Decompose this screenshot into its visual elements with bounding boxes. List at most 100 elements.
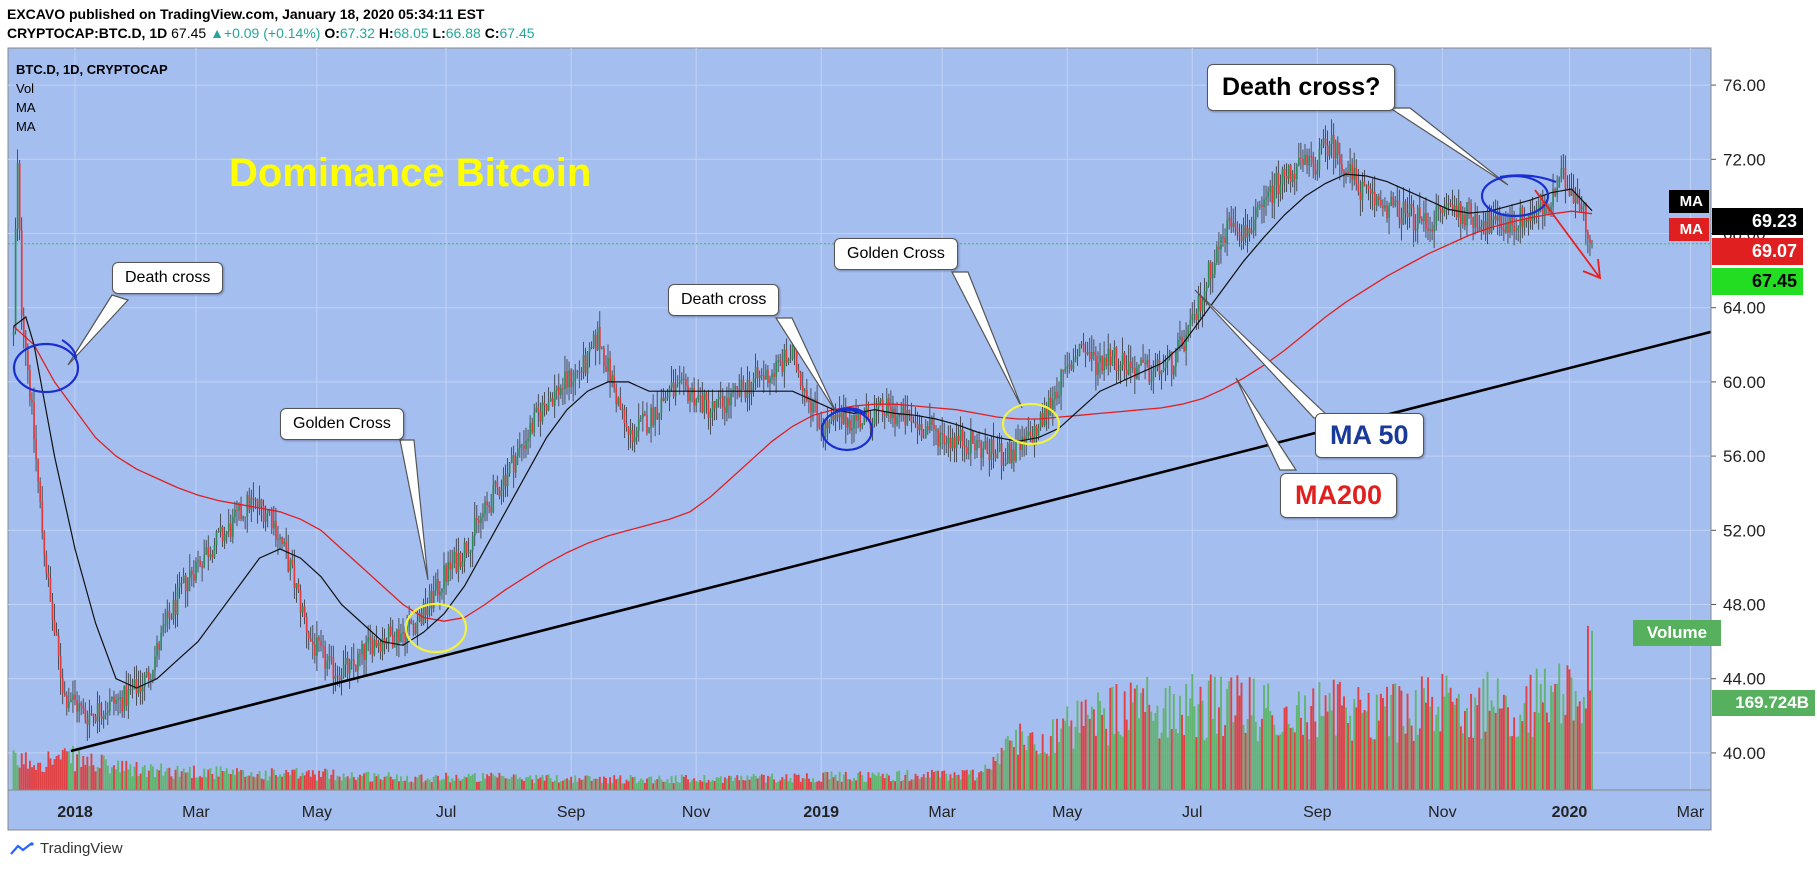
volume-bar xyxy=(594,778,597,790)
candle-body xyxy=(838,412,841,418)
candle-body xyxy=(1425,213,1427,229)
volume-bar xyxy=(828,779,831,790)
candle-body xyxy=(933,424,935,430)
candle-body xyxy=(1175,348,1177,367)
volume-bar xyxy=(943,770,946,790)
volume-bar xyxy=(387,772,390,790)
volume-bar xyxy=(791,782,794,790)
candle-body xyxy=(1060,369,1062,396)
candle-body xyxy=(61,678,64,693)
candle-body xyxy=(1041,413,1044,426)
candle-body xyxy=(810,400,812,413)
candle-body xyxy=(480,517,482,523)
candle-body xyxy=(125,685,128,706)
volume-bar xyxy=(947,780,950,790)
volume-bar xyxy=(352,777,355,790)
candle-body xyxy=(119,697,121,699)
indicator-legend: BTC.D, 1D, CRYPTOCAP Vol MA MA xyxy=(16,60,168,136)
legend-ma-1[interactable]: MA xyxy=(16,100,36,115)
volume-bar xyxy=(1476,705,1479,790)
candle-body xyxy=(213,545,216,558)
candle-body xyxy=(629,429,632,435)
volume-bar xyxy=(141,766,144,790)
volume-bar xyxy=(1363,709,1366,790)
volume-tag: Volume xyxy=(1633,620,1721,646)
volume-bar xyxy=(525,777,527,790)
volume-bar xyxy=(277,776,279,790)
legend-vol[interactable]: Vol xyxy=(16,81,35,96)
volume-bar xyxy=(1390,694,1393,790)
x-tick-label: May xyxy=(1052,804,1082,821)
volume-bar xyxy=(531,779,534,790)
volume-bar xyxy=(453,780,456,790)
volume-bar xyxy=(576,781,579,790)
volume-bar xyxy=(227,773,230,790)
volume-bar xyxy=(754,775,757,790)
candle-body xyxy=(176,587,179,615)
candle-body xyxy=(607,357,609,372)
volume-bar xyxy=(1148,704,1151,790)
candle-body xyxy=(432,590,435,609)
volume-bar xyxy=(1033,744,1036,790)
candle-body xyxy=(295,583,298,588)
candle-body xyxy=(1099,355,1101,363)
candle-body xyxy=(225,531,228,535)
candle-body xyxy=(31,400,33,403)
volume-bar xyxy=(1191,674,1194,790)
volume-bar xyxy=(873,774,876,790)
volume-bar xyxy=(1140,692,1142,790)
candle-body xyxy=(1589,238,1591,244)
candle-body xyxy=(160,632,162,651)
candle-body xyxy=(1168,351,1171,358)
candle-body xyxy=(1173,366,1175,375)
volume-bar xyxy=(1550,685,1552,790)
candle-body xyxy=(80,703,83,706)
volume-bar xyxy=(1505,695,1507,790)
candle-body xyxy=(1109,348,1112,365)
volume-bar xyxy=(627,781,630,790)
volume-bar xyxy=(1427,677,1429,790)
candle-body xyxy=(353,659,355,666)
ma200-price-label: 69.07 xyxy=(1712,238,1803,265)
volume-bar xyxy=(637,781,640,790)
volume-bar xyxy=(301,772,304,790)
candle-body xyxy=(939,432,941,447)
candle-body xyxy=(859,413,862,428)
volume-bar xyxy=(527,776,530,790)
x-tick-label: Mar xyxy=(1677,804,1705,821)
candle-body xyxy=(1191,314,1194,320)
volume-bar xyxy=(797,774,800,790)
legend-ma-2[interactable]: MA xyxy=(16,119,36,134)
volume-bar xyxy=(1322,716,1325,790)
volume-bar xyxy=(1084,699,1087,790)
volume-bar xyxy=(543,780,546,790)
candle-body xyxy=(98,703,101,717)
candle-body xyxy=(1271,185,1274,204)
volume-bar xyxy=(51,764,54,790)
volume-bar xyxy=(1174,728,1177,790)
volume-bar xyxy=(1248,677,1251,790)
candle-body xyxy=(519,444,521,448)
volume-bar xyxy=(1220,676,1222,790)
candle-body xyxy=(865,407,868,414)
high-label: H: xyxy=(378,25,394,41)
candle-body xyxy=(1492,216,1495,220)
volume-bar xyxy=(1369,737,1372,790)
volume-bar xyxy=(756,778,759,790)
x-tick-label: 2018 xyxy=(57,804,93,821)
candle-body xyxy=(189,570,191,579)
volume-bar xyxy=(732,780,735,790)
volume-bar xyxy=(660,779,663,790)
candle-body xyxy=(277,539,279,541)
volume-bar xyxy=(137,775,140,790)
candle-body xyxy=(955,435,958,449)
footer[interactable]: TradingView xyxy=(10,840,123,857)
golden-cross-circle-2 xyxy=(1001,402,1061,446)
candle-body xyxy=(1183,346,1185,351)
candle-body xyxy=(45,555,48,573)
volume-bar xyxy=(291,769,294,790)
volume-bar xyxy=(283,773,286,790)
volume-bar xyxy=(1121,736,1124,790)
volume-bar xyxy=(346,776,349,790)
